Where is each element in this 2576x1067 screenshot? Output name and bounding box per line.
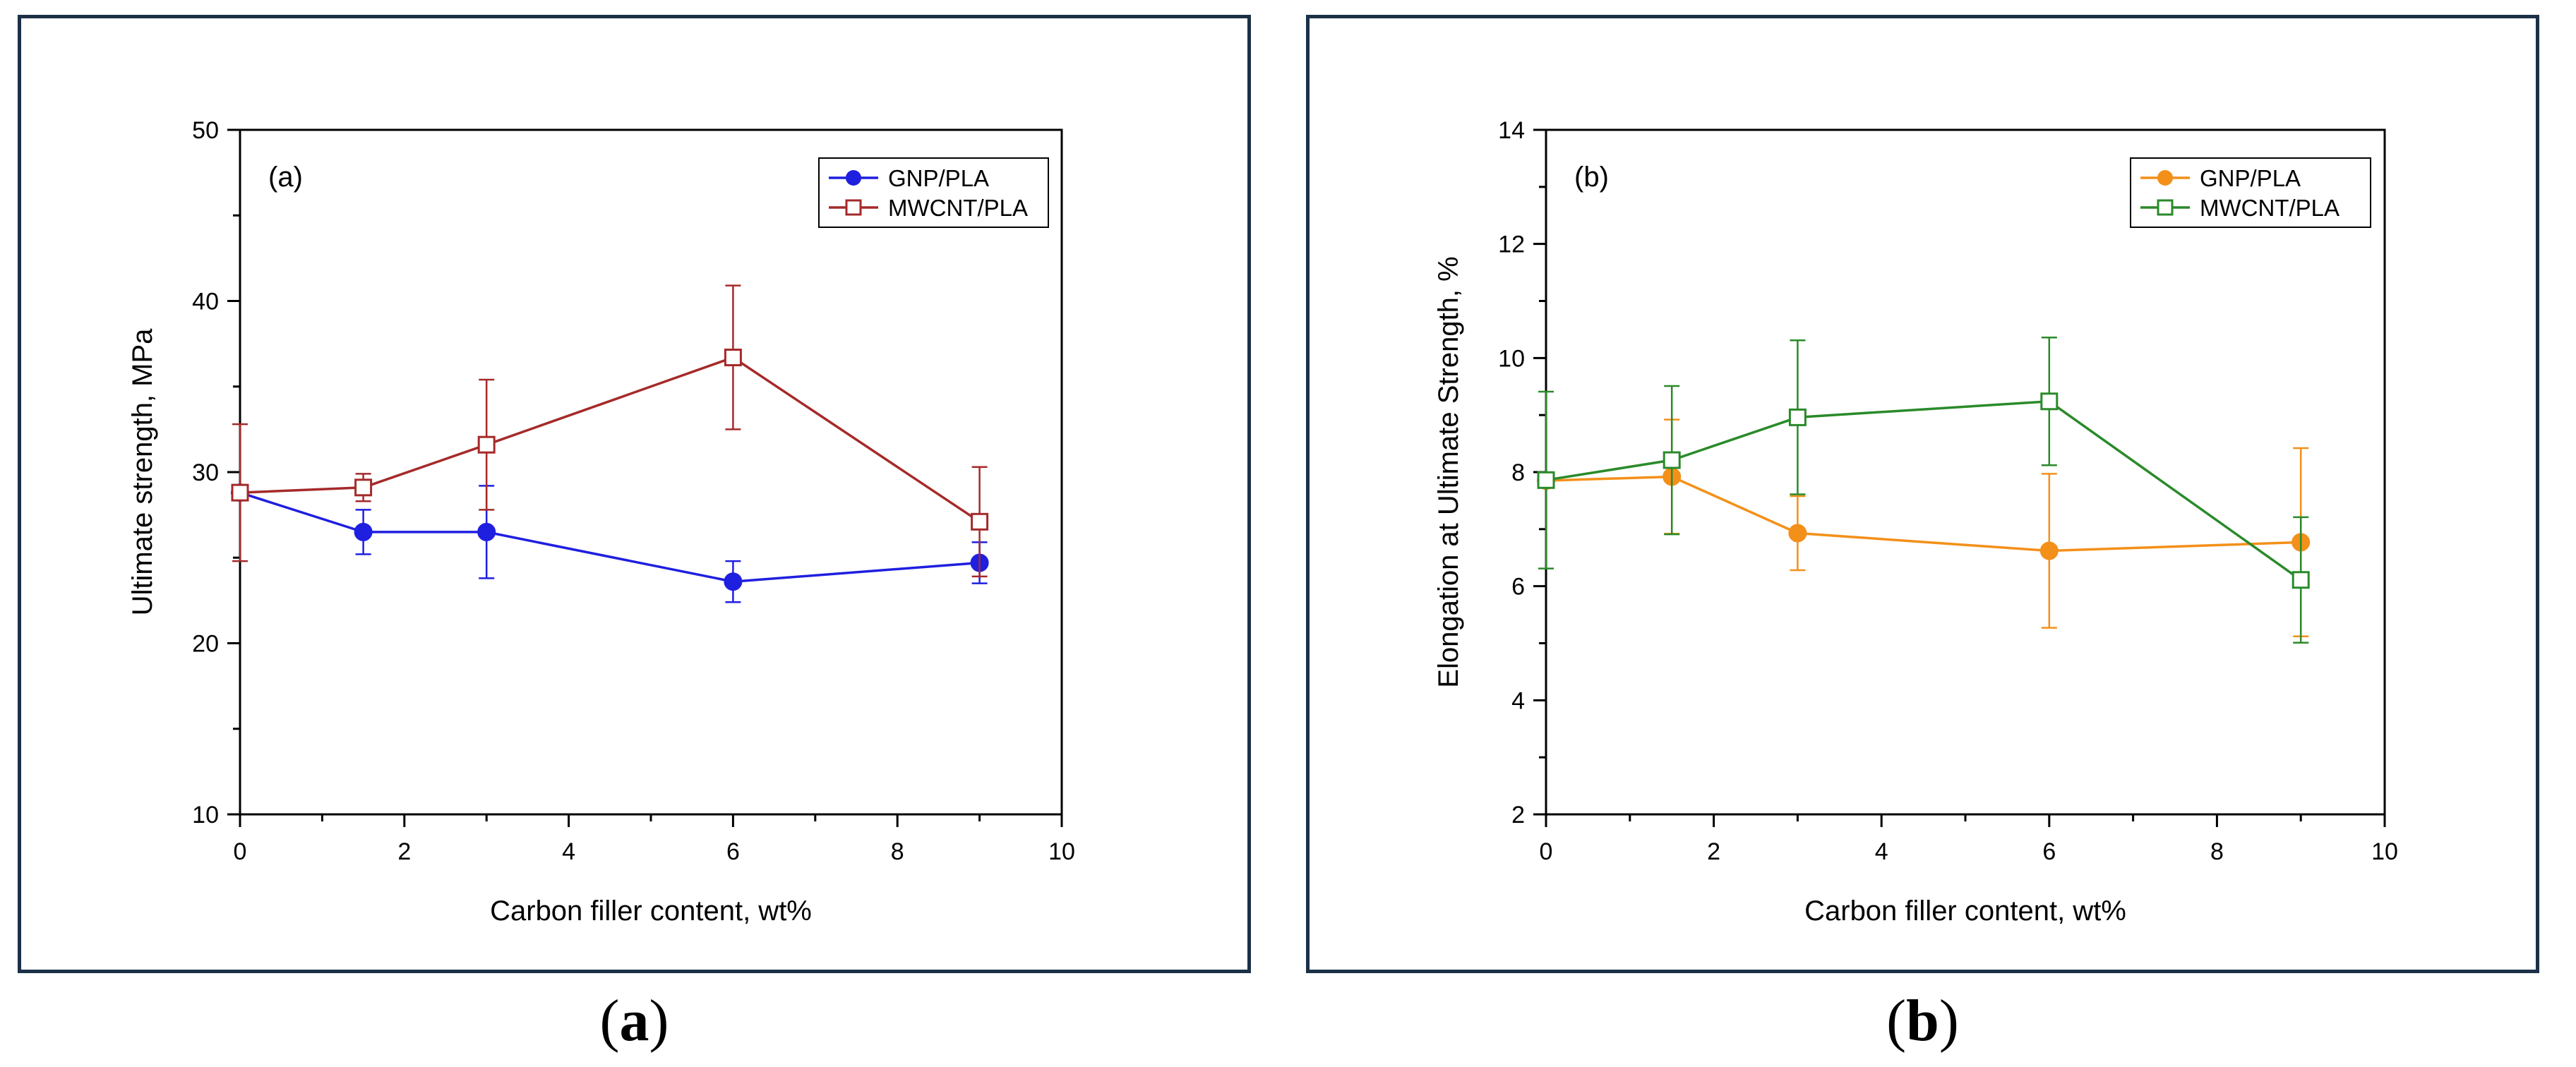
legend-label: MWCNT/PLA (888, 195, 1028, 221)
data-point (1788, 408, 1807, 426)
x-tick-label: 10 (2371, 838, 2398, 865)
chart-a: 0 2 4 6 8 10 10 20 30 40 50 Carbon filler content, … (127, 117, 1075, 927)
data-point (971, 512, 989, 531)
data-point (1537, 471, 1555, 489)
y-axis-label: Elongation at Ultimate Strength, % (1433, 256, 1464, 687)
legend-box (818, 157, 1049, 228)
y-axis-label: Ultimate strength, MPa (127, 328, 158, 616)
data-point (231, 483, 249, 502)
x-tick-label: 8 (2210, 838, 2224, 865)
legend-marker (2157, 199, 2174, 216)
data-point (724, 349, 742, 367)
y-tick-label: 8 (1511, 459, 1525, 486)
legend-label: GNP/PLA (2200, 165, 2301, 191)
x-tick-label: 4 (1875, 838, 1888, 865)
caption-a: (a) (599, 988, 669, 1054)
x-tick-label: 0 (1540, 838, 1553, 865)
y-tick-label: 2 (1511, 802, 1525, 828)
chart-panel-b: 0 2 4 6 8 10 2 4 6 8 10 12 14 Carbon filler content, … (1306, 15, 2539, 973)
data-point (1663, 451, 1681, 469)
x-tick-label: 2 (397, 838, 411, 865)
legend-marker (846, 170, 861, 186)
series-line (239, 356, 981, 523)
x-tick-label: 10 (1048, 838, 1075, 865)
panel-label: (a) (268, 162, 303, 193)
x-tick-label: 2 (1707, 838, 1720, 865)
y-tick-label: 10 (192, 802, 219, 828)
legend-box (2130, 157, 2371, 228)
x-axis-label: Carbon filler content, wt% (490, 896, 812, 927)
data-point (724, 572, 743, 591)
x-tick-label: 6 (2042, 838, 2056, 865)
series-1 (1537, 336, 2310, 644)
panel-label: (b) (1574, 162, 1609, 193)
chart-panel-a: 0 2 4 6 8 10 10 20 30 40 50 Carbon filler content, … (18, 15, 1251, 973)
y-tick-label: 12 (1498, 231, 1525, 258)
y-tick-label: 20 (192, 631, 219, 658)
x-tick-label: 8 (891, 838, 904, 865)
x-tick-label: 0 (234, 838, 247, 865)
series-0 (1537, 418, 2311, 638)
y-tick-label: 6 (1511, 574, 1525, 601)
y-tick-label: 4 (1511, 687, 1525, 714)
series-line (239, 491, 980, 583)
y-tick-label: 40 (192, 289, 219, 315)
y-tick-label: 30 (192, 459, 219, 486)
data-point (477, 435, 496, 454)
series-line (1545, 399, 2302, 581)
series-line (1545, 475, 2301, 553)
series-0 (231, 483, 989, 603)
data-point (2039, 541, 2059, 560)
y-tick-label: 14 (1498, 117, 1525, 144)
y-tick-label: 10 (1498, 345, 1525, 372)
x-tick-label: 6 (726, 838, 740, 865)
data-point (354, 522, 373, 541)
series-1 (231, 284, 989, 578)
data-point (2292, 571, 2310, 589)
caption-b: (b) (1886, 988, 1959, 1054)
data-point (354, 478, 373, 497)
legend-marker (845, 199, 862, 216)
y-tick-label: 50 (192, 117, 219, 144)
x-tick-label: 4 (562, 838, 575, 865)
legend-label: GNP/PLA (888, 165, 989, 191)
data-point (1788, 524, 1807, 543)
data-point (2040, 392, 2059, 411)
x-axis-label: Carbon filler content, wt% (1804, 896, 2126, 927)
plot-frame (239, 128, 1063, 816)
data-point (477, 522, 496, 541)
legend-label: MWCNT/PLA (2200, 195, 2340, 221)
legend-marker (2157, 170, 2173, 186)
